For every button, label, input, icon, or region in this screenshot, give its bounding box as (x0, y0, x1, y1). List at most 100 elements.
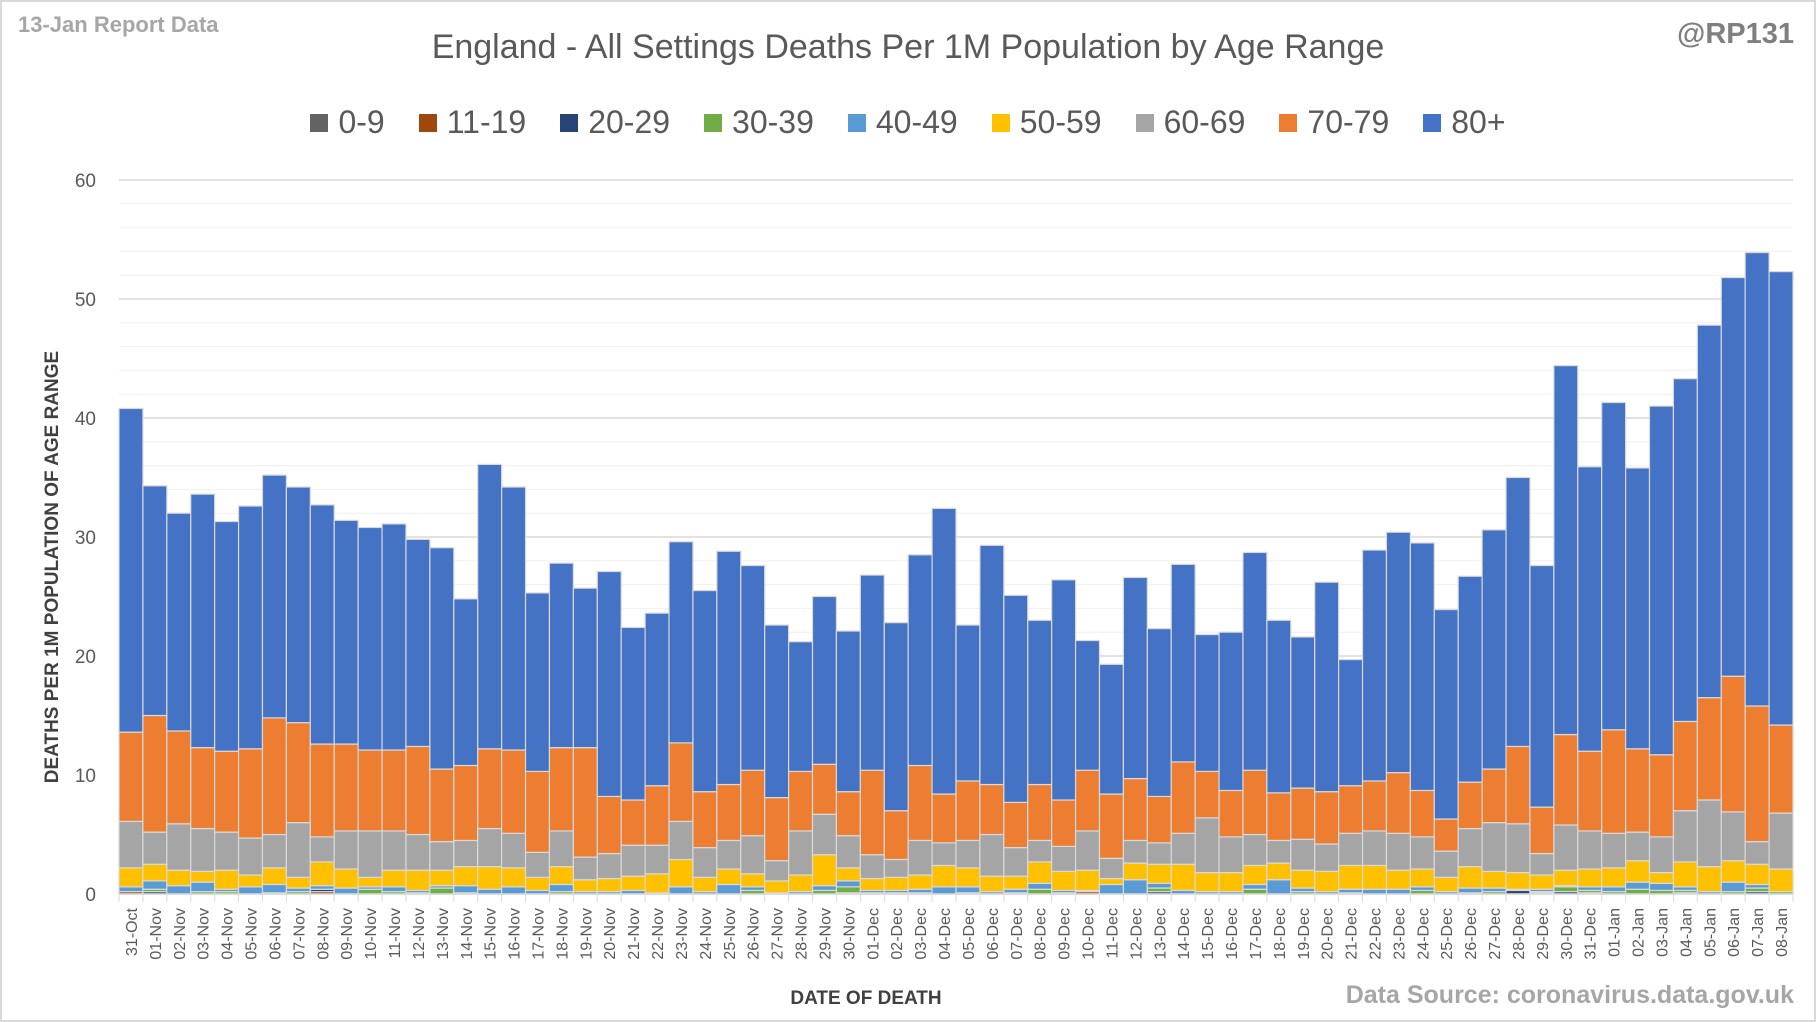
bar-segment-50-59 (1529, 874, 1555, 890)
bar-segment-40-49 (548, 883, 574, 893)
bar-segment-50-59 (214, 869, 240, 890)
bar-segment-70-79 (1290, 787, 1316, 840)
bar-segment-50-59 (261, 867, 288, 886)
x-tick-label: 03-Nov (196, 908, 213, 960)
bar-segment-70-79 (381, 749, 407, 832)
bar-segment-40-49 (1122, 879, 1148, 895)
x-tick-label: 21-Dec (1344, 908, 1361, 960)
bar-segment-70-79 (859, 769, 885, 856)
bar-segment-70-79 (1385, 772, 1411, 834)
bar-segment-60-69 (620, 844, 646, 877)
bar-segment-50-59 (1170, 863, 1196, 892)
x-tick-label: 11-Dec (1104, 908, 1121, 958)
x-tick-label: 16-Dec (1224, 908, 1241, 960)
legend-label: 40-49 (875, 104, 958, 140)
legend-item: 60-69 (1135, 104, 1245, 141)
legend-item: 11-19 (418, 104, 526, 141)
bar-segment-50-59 (1744, 863, 1770, 886)
bar-segment-80plus (190, 493, 216, 749)
bar-segment-70-79 (524, 770, 551, 853)
bar-segment-80plus (1457, 575, 1483, 783)
bar-segment-60-69 (1122, 839, 1148, 864)
bar-segment-80plus (1027, 619, 1053, 786)
bar-segment-50-59 (1314, 870, 1340, 893)
bar-segment-80plus (1601, 401, 1627, 731)
bar-segment-70-79 (453, 764, 479, 842)
bar-segment-70-79 (740, 769, 766, 837)
x-tick-label: 03-Jan (1654, 908, 1671, 957)
bar-segment-60-69 (1170, 832, 1196, 865)
bar-segment-60-69 (1385, 832, 1411, 871)
bar-segment-70-79 (835, 791, 861, 837)
bar-segment-50-59 (357, 876, 383, 888)
bar-segment-50-59 (1122, 862, 1148, 881)
x-tick-label: 18-Nov (554, 908, 571, 960)
bar-segment-60-69 (1074, 830, 1101, 871)
bar-segment-80plus (596, 570, 622, 798)
bar-segment-50-59 (907, 874, 933, 890)
bar-segment-50-59 (620, 875, 646, 892)
bar-segment-80plus (381, 523, 407, 751)
bar-segment-70-79 (1409, 789, 1435, 838)
bar-segment-50-59 (979, 875, 1005, 893)
bar-segment-80plus (955, 624, 981, 782)
bar-segment-70-79 (692, 791, 718, 849)
bar-segment-40-49 (1648, 882, 1675, 892)
bar-segment-50-59 (405, 869, 431, 892)
bar-segment-70-79 (214, 750, 240, 833)
x-tick-label: 05-Dec (961, 908, 978, 960)
bar-segment-40-49 (1457, 887, 1483, 894)
bar-segment-70-79 (787, 770, 814, 832)
x-tick-label: 10-Nov (363, 908, 380, 960)
bar-segment-80plus (261, 474, 288, 719)
bar-segment-70-79 (357, 749, 383, 832)
bar-segment-60-69 (1481, 821, 1507, 872)
x-tick-label: 25-Nov (722, 908, 739, 960)
bar-segment-50-59 (1051, 870, 1077, 892)
bar-segment-50-59 (453, 866, 479, 887)
bar-segment-60-69 (261, 833, 288, 869)
x-tick-label: 05-Nov (244, 908, 261, 960)
bar-segment-80plus (1696, 324, 1722, 699)
y-tick-label: 10 (75, 766, 96, 787)
chart-title: England - All Settings Deaths Per 1M Pop… (431, 28, 1385, 66)
bar-segment-60-69 (477, 827, 503, 868)
x-tick-label: 06-Jan (1726, 908, 1743, 957)
bar-segment-80plus (1529, 564, 1555, 808)
x-tick-label: 17-Dec (1248, 908, 1265, 960)
bar-segment-70-79 (668, 742, 694, 823)
bar-segment-80plus (1577, 466, 1603, 752)
bar-segment-80plus (1290, 636, 1316, 789)
bar-segment-40-49 (1098, 883, 1125, 895)
legend-swatch (847, 113, 866, 132)
bar-segment-70-79 (1648, 754, 1675, 838)
bar-segment-80plus (1051, 579, 1077, 801)
author-handle: @RP131 (1677, 18, 1794, 50)
bar-segment-50-59 (859, 877, 885, 892)
bar-segment-50-59 (1696, 866, 1722, 893)
bar-segment-60-69 (405, 833, 431, 871)
x-tick-label: 13-Nov (435, 908, 452, 960)
x-tick-label: 07-Dec (1009, 908, 1026, 960)
bar-segment-80plus (764, 624, 790, 799)
bar-segment-50-59 (740, 873, 766, 888)
bar-segment-80plus (309, 504, 335, 745)
bar-segment-50-59 (333, 868, 359, 889)
bar-segment-50-59 (835, 867, 861, 882)
bar-segment-50-59 (1768, 868, 1794, 893)
bar-segment-60-69 (333, 830, 359, 870)
bar-segment-50-59 (668, 858, 694, 888)
bar-segment-80plus (1648, 405, 1675, 756)
bar-segment-80plus (1122, 576, 1148, 780)
bar-segment-60-69 (907, 839, 933, 876)
bar-segment-60-69 (668, 820, 694, 861)
bar-segment-60-69 (811, 813, 838, 856)
bar-segment-70-79 (548, 747, 574, 832)
bar-segment-40-49 (811, 885, 838, 892)
bar-segment-70-79 (429, 768, 455, 843)
bar-segment-80plus (142, 485, 168, 717)
bar-segment-50-59 (309, 861, 335, 887)
bar-segment-80plus (668, 541, 694, 744)
bar-segment-80plus (524, 592, 551, 773)
bar-segment-80plus (1266, 619, 1292, 794)
